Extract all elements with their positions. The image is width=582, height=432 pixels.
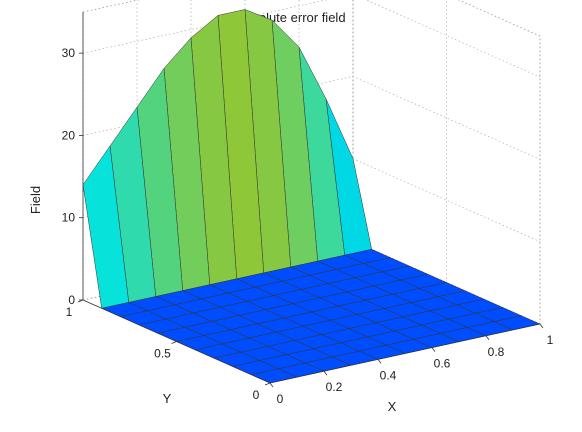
y-tick-label: 1 (66, 305, 73, 319)
z-axis-label: Field (28, 186, 43, 214)
surface (82, 9, 541, 384)
y-axis-label: Y (163, 391, 172, 406)
z-tick-label: 20 (62, 128, 76, 142)
y-tick-label: 0.5 (154, 347, 171, 361)
y-tick-label: 0 (253, 388, 260, 402)
x-axis-label: X (388, 399, 397, 414)
z-gridline (82, 0, 541, 78)
x-tick-mark (323, 370, 328, 376)
x-tick-label: 0.8 (488, 345, 505, 359)
x-axis-line (269, 323, 541, 384)
x-tick-mark (377, 359, 382, 364)
x-tick-label: 0.2 (326, 380, 343, 394)
x-tick-label: 0.6 (434, 357, 451, 371)
y-tick-mark (171, 341, 177, 344)
x-tick-label: 0.4 (380, 368, 397, 382)
z-tick-label: 10 (62, 211, 76, 225)
x-tick-label: 0 (277, 392, 284, 406)
z-tick-label: 30 (62, 46, 76, 60)
x-tick-mark (269, 382, 274, 388)
x-tick-mark (431, 347, 436, 352)
x-tick-label: 1 (547, 333, 554, 347)
x-tick-mark (485, 335, 490, 341)
y-tick-mark (264, 382, 271, 386)
z-tick-label: 0 (68, 293, 75, 307)
x-tick-mark (539, 323, 544, 329)
